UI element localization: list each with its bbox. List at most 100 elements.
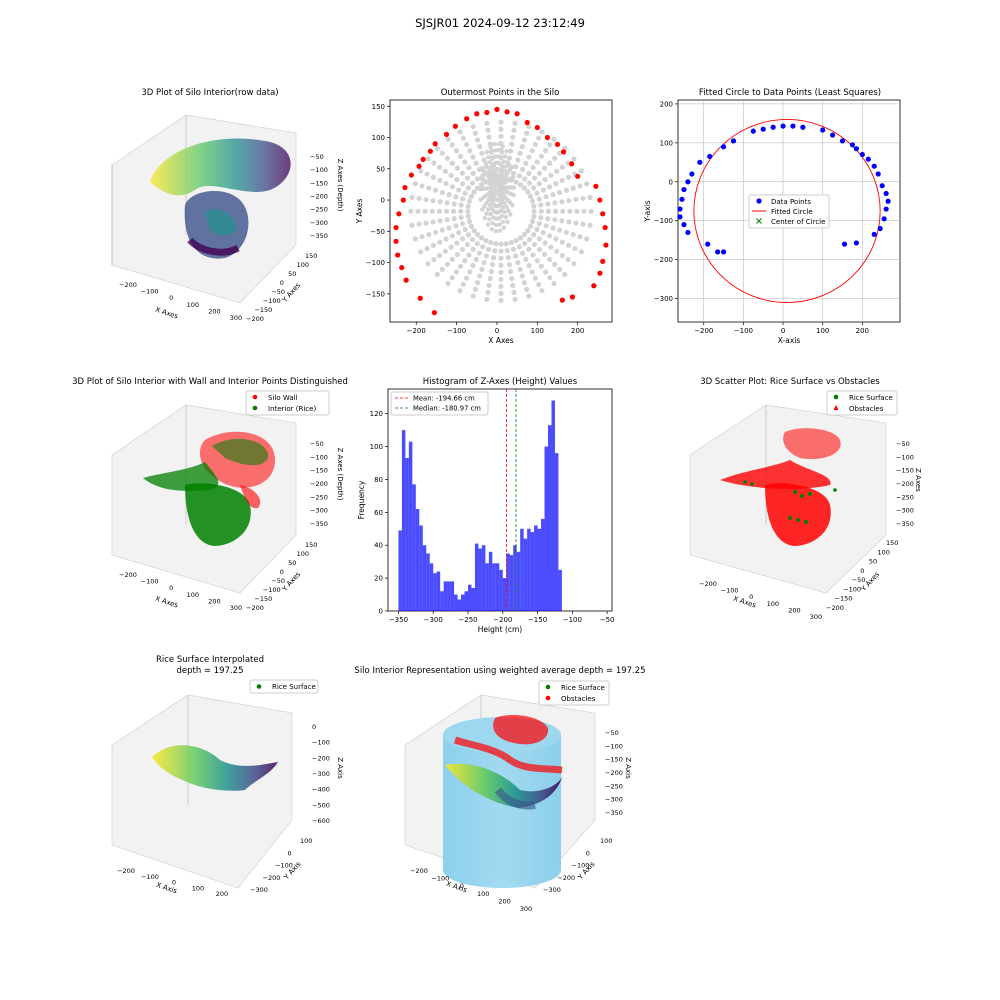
p2-grey-point [470, 170, 476, 176]
p2-grey-point [465, 232, 471, 238]
p6-ticks-ytick-label: 150 [886, 539, 898, 547]
p2-grey-point [418, 168, 424, 174]
p2-grey-point [581, 208, 587, 214]
p2-grey-point [563, 229, 570, 235]
p5-bar [485, 563, 489, 611]
p2-grey-point [526, 154, 532, 160]
p2-grey-point [460, 236, 466, 242]
p5-xtick-label: −300 [424, 616, 443, 624]
p2-grey-point [550, 192, 556, 198]
p3-xtick-label: 0 [781, 327, 785, 335]
p2-grey-point [460, 135, 466, 141]
p2-grey-point [527, 193, 534, 200]
p2-grey-point [498, 269, 504, 275]
p2-grey-point [412, 181, 418, 187]
p2-grey-point [559, 239, 565, 245]
p5-bar [433, 573, 437, 611]
p2-grey-point [531, 203, 537, 209]
p2-grey-point [481, 260, 487, 266]
p2-grey-point [488, 239, 494, 246]
p3-data-point [871, 231, 877, 237]
p2-grey-point [557, 189, 563, 196]
p2-grey-point [513, 253, 519, 259]
p2-grey-point [526, 123, 532, 130]
p3-ytick-label: −200 [654, 256, 673, 264]
p2-grey-point [534, 190, 540, 196]
p4-ticks-xtick-label: 0 [169, 584, 173, 592]
p4-ticks-xtick-label: −200 [119, 571, 137, 579]
p5-xlabel: Height (cm) [478, 625, 523, 634]
p1-ticks-ytick-label: −50 [271, 288, 285, 296]
p5-legend: Mean: -194.66 cm Median: -180.97 cm [390, 391, 489, 416]
p2-grey-point [573, 196, 579, 203]
p3-legend-box [748, 194, 830, 229]
p5-bar [461, 594, 465, 611]
p5-bar [468, 584, 472, 611]
p2-ylabel: Y Axes [355, 198, 364, 224]
p2-ytick-label: 100 [372, 134, 385, 142]
p2-grey-point [499, 213, 505, 219]
p2-grey-point [470, 263, 476, 269]
p5-ytick-label: 100 [370, 443, 383, 451]
p5-bar [541, 518, 545, 611]
p2-grey-point [469, 180, 476, 186]
p2-outer-point [514, 111, 520, 117]
p2-outer-point [432, 141, 438, 147]
p6-ticks-xlabel: X Axes [732, 595, 757, 610]
p3-data-point [800, 124, 806, 130]
p4-ticks-ztick-label: −250 [310, 493, 328, 501]
p2-grey-point [540, 230, 546, 236]
p4-ticks-xtick-label: 100 [187, 591, 199, 599]
p2-grey-point [483, 237, 489, 244]
p6-obstacle-lower [765, 483, 831, 546]
p2-grey-point [504, 149, 509, 154]
p2-grey-point [477, 273, 483, 279]
p2-grey-point [450, 208, 457, 214]
p2-grey-point [483, 253, 489, 259]
p7-ticks-ztick-label: −100 [312, 739, 330, 747]
p2-grey-point [502, 209, 507, 215]
p2-grey-point [529, 218, 536, 225]
p2-grey-point [522, 176, 528, 182]
p1-ticks-xtick-label: 300 [230, 314, 242, 322]
p2-grey-point [479, 166, 484, 171]
panel8-3d-silo: Rice Surface Obstacles −200−100010020030… [404, 680, 632, 913]
p2-grey-point [529, 198, 536, 204]
p5-legend-median: Median: -180.97 cm [413, 405, 481, 413]
p2-grey-point [439, 150, 445, 156]
p7-ticks-ztick-label: −200 [312, 754, 330, 762]
p5-ytick-label: 20 [374, 575, 383, 583]
p2-grey-point [471, 189, 477, 195]
p2-grey-point [430, 242, 436, 248]
p6-ticks-ztick-label: −300 [896, 507, 914, 515]
p2-grey-point [449, 184, 456, 190]
p2-grey-point [503, 164, 509, 169]
p2-grey-point [489, 226, 494, 232]
p2-grey-point [463, 141, 470, 148]
p5-ytick-label: 120 [370, 410, 383, 418]
p3-data-point [820, 127, 826, 133]
p2-grey-point [478, 176, 483, 181]
p1-mid-cluster [205, 209, 237, 236]
p4-points [143, 431, 275, 546]
p2-grey-point [453, 148, 459, 154]
p3-data-point [677, 214, 683, 220]
p2-grey-point [498, 283, 504, 289]
p2-grey-point [457, 288, 463, 294]
p1-ticks-xtick-label: −100 [141, 288, 159, 296]
p5-bar [554, 453, 559, 611]
p8-rice-surface [445, 763, 563, 808]
p2-grey-points [408, 119, 594, 304]
p1-ticks-ytick-label: −200 [246, 315, 264, 323]
panel5-title: Histogram of Z-Axes (Height) Values [422, 377, 578, 387]
p2-grey-point [464, 175, 471, 181]
p2-outer-point [504, 109, 510, 115]
p2-grey-point [423, 220, 429, 226]
panel6-3d-rice-obstacles: Rice Surface Obstacles −200 −100 0 100 200 30… [689, 390, 922, 621]
p3-data-point [881, 216, 887, 222]
p2-grey-point [434, 145, 440, 151]
p2-grey-point [513, 164, 519, 170]
p2-grey-point [473, 256, 479, 262]
